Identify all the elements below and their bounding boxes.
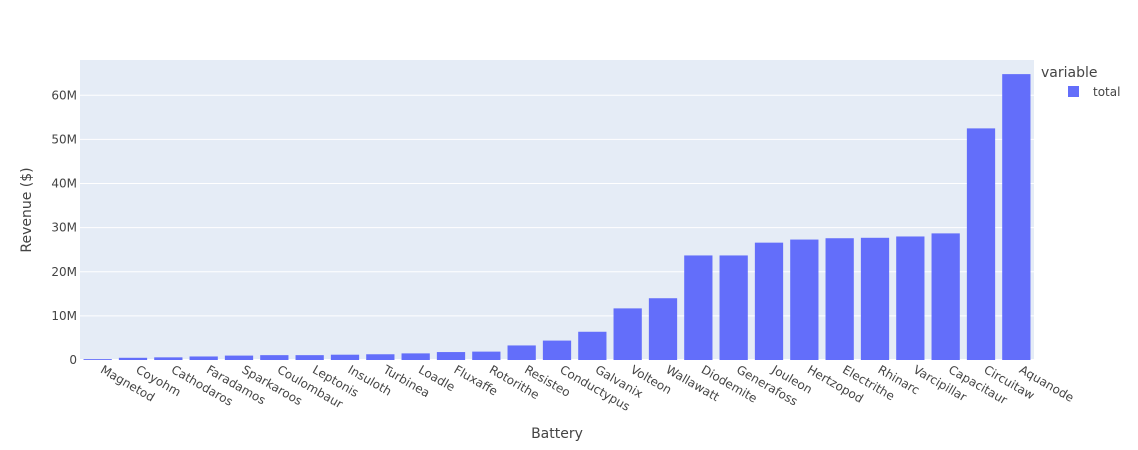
- bar-loadle[interactable]: [401, 353, 430, 360]
- legend-swatch-total[interactable]: [1068, 86, 1079, 97]
- bar-jouleon[interactable]: [754, 242, 784, 360]
- legend-title: variable: [1041, 65, 1097, 81]
- legend: variable total: [1041, 65, 1120, 99]
- bar-coyohm[interactable]: [118, 357, 148, 360]
- bar-leptonis[interactable]: [295, 355, 324, 360]
- y-axis-title: Revenue ($): [19, 167, 35, 252]
- y-tick-label: 60M: [51, 88, 77, 102]
- bar-cathodaros[interactable]: [154, 357, 183, 360]
- bar-varcipillar[interactable]: [896, 236, 925, 360]
- bar-hertzopod[interactable]: [790, 239, 819, 360]
- bars-group: [83, 74, 1031, 360]
- bar-rhinarc[interactable]: [860, 237, 890, 360]
- bar-rotorithe[interactable]: [472, 351, 501, 360]
- bar-sparkaroos[interactable]: [224, 355, 254, 360]
- y-tick-label: 20M: [51, 265, 77, 279]
- bar-wallawatt[interactable]: [648, 298, 678, 360]
- bar-circuitaw[interactable]: [966, 128, 996, 360]
- legend-label-total[interactable]: total: [1093, 85, 1120, 99]
- y-tick-label: 50M: [51, 132, 77, 146]
- bar-insuloth[interactable]: [330, 354, 360, 360]
- bar-galvanix[interactable]: [578, 331, 607, 360]
- bar-generafoss[interactable]: [719, 255, 748, 360]
- bar-fluxaffe[interactable]: [436, 352, 466, 360]
- bar-magnetod[interactable]: [83, 359, 112, 360]
- bar-resisteo[interactable]: [507, 345, 536, 360]
- x-axis-title: Battery: [531, 426, 583, 442]
- bar-faradamos[interactable]: [189, 356, 218, 360]
- y-tick-label: 40M: [51, 177, 77, 191]
- y-tick-label: 0: [69, 353, 77, 367]
- bar-coulombaur[interactable]: [260, 355, 289, 360]
- bar-diodemite[interactable]: [684, 255, 713, 360]
- bar-turbinea[interactable]: [366, 354, 395, 360]
- bar-electrithe[interactable]: [825, 238, 854, 360]
- plot-background: [80, 60, 1034, 360]
- y-tick-label: 10M: [51, 309, 77, 323]
- bar-capacitaur[interactable]: [931, 233, 960, 360]
- y-tick-labels: 0 10M 20M 30M 40M 50M 60M: [51, 88, 77, 367]
- bar-volteon[interactable]: [613, 308, 642, 360]
- bar-conductypus[interactable]: [542, 340, 572, 360]
- bar-aquanode[interactable]: [1002, 74, 1031, 360]
- x-tick-labels: MagnetodCoyohmCathodarosFaradamosSparkar…: [98, 362, 1076, 414]
- y-tick-label: 30M: [51, 221, 77, 235]
